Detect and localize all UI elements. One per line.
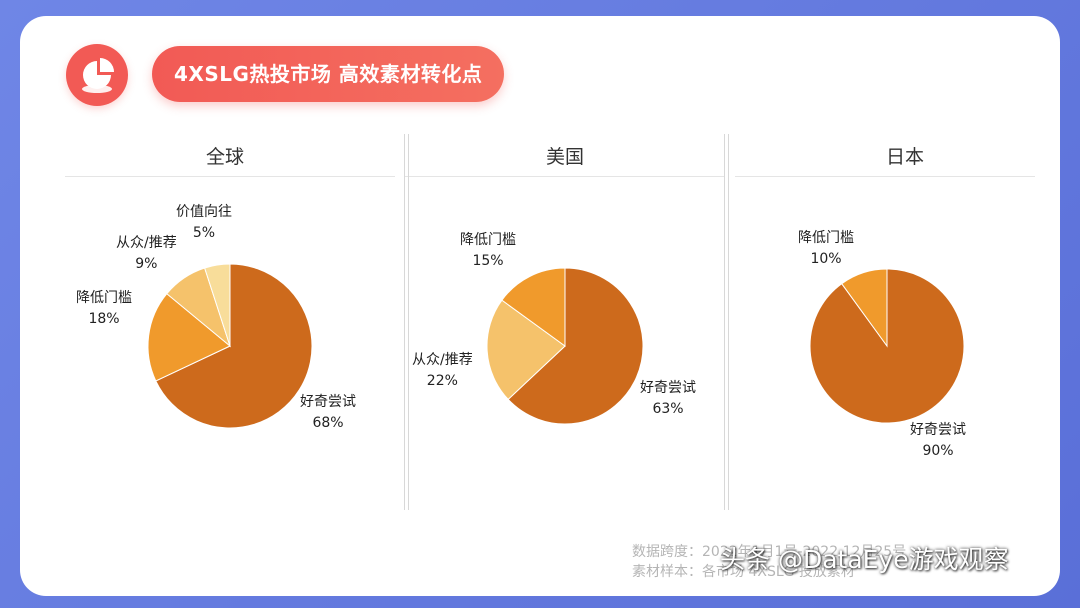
- slice-label: 降低门槛: [76, 290, 132, 306]
- divider: [735, 176, 1035, 177]
- footer-note: 数据跨度：2022年1月1号-2022.12月25号 素材样本：各市场 4XSL…: [632, 542, 906, 582]
- chart-title-japan: 日本: [885, 146, 924, 168]
- pie-chart-icon: [66, 44, 128, 106]
- column-divider: [408, 134, 409, 510]
- content-card: 4XSLG热投市场 高效素材转化点 全球 美国 日本 价值向往 5% 从众/推荐…: [20, 16, 1060, 596]
- watermark: 头条 @DataEye游戏观察: [720, 545, 1009, 574]
- slice-value: 10%: [810, 251, 842, 267]
- chart-title-us: 美国: [545, 146, 584, 168]
- divider: [65, 176, 395, 177]
- label-global-value-aspiration: 价值向往 5%: [176, 202, 232, 244]
- page-title: 4XSLG热投市场 高效素材转化点: [152, 46, 505, 102]
- column-divider: [724, 134, 725, 510]
- slice-label: 好奇尝试: [910, 422, 966, 438]
- pie-slice: [841, 268, 888, 348]
- label-global-lower-threshold: 降低门槛 18%: [76, 288, 132, 330]
- slice-value: 18%: [88, 311, 120, 327]
- label-global-follow: 从众/推荐 9%: [116, 233, 177, 275]
- slice-value: 5%: [192, 225, 216, 241]
- pie-slice: [147, 293, 231, 382]
- slice-label: 从众/推荐: [116, 235, 177, 251]
- pie-slice: [486, 299, 566, 401]
- slice-label: 降低门槛: [798, 230, 854, 246]
- pie-charts: [147, 263, 965, 429]
- column-divider: [404, 134, 405, 510]
- slice-value: 63%: [652, 401, 684, 417]
- pie-slice: [155, 263, 313, 429]
- slice-value: 90%: [922, 443, 954, 459]
- pie-slice: [501, 267, 566, 347]
- slice-value: 15%: [472, 253, 504, 269]
- label-us-follow: 从众/推荐 22%: [412, 350, 473, 392]
- column-divider: [728, 134, 729, 510]
- pie-slice: [507, 267, 644, 425]
- slice-value: 9%: [135, 256, 158, 272]
- label-global-curiosity: 好奇尝试 68%: [300, 392, 356, 434]
- divider: [405, 176, 725, 177]
- chart-title-global: 全球: [205, 146, 244, 168]
- slice-label: 从众/推荐: [412, 352, 473, 368]
- label-japan-curiosity: 好奇尝试 90%: [910, 420, 966, 462]
- slice-value: 22%: [426, 373, 458, 389]
- slice-label: 好奇尝试: [300, 394, 356, 410]
- footer-sample: 素材样本：各市场 4XSLG 投放素材: [632, 564, 855, 580]
- slice-label: 降低门槛: [460, 232, 516, 248]
- slice-value: 68%: [312, 415, 344, 431]
- pie-slice: [204, 263, 231, 347]
- label-us-lower-threshold: 降低门槛 15%: [460, 230, 516, 272]
- footer-date-range: 数据跨度：2022年1月1号-2022.12月25号: [632, 544, 907, 560]
- label-japan-lower-threshold: 降低门槛 10%: [798, 228, 854, 270]
- slice-label: 好奇尝试: [640, 380, 696, 396]
- label-us-curiosity: 好奇尝试 63%: [640, 378, 696, 420]
- slice-label: 价值向往: [176, 204, 232, 220]
